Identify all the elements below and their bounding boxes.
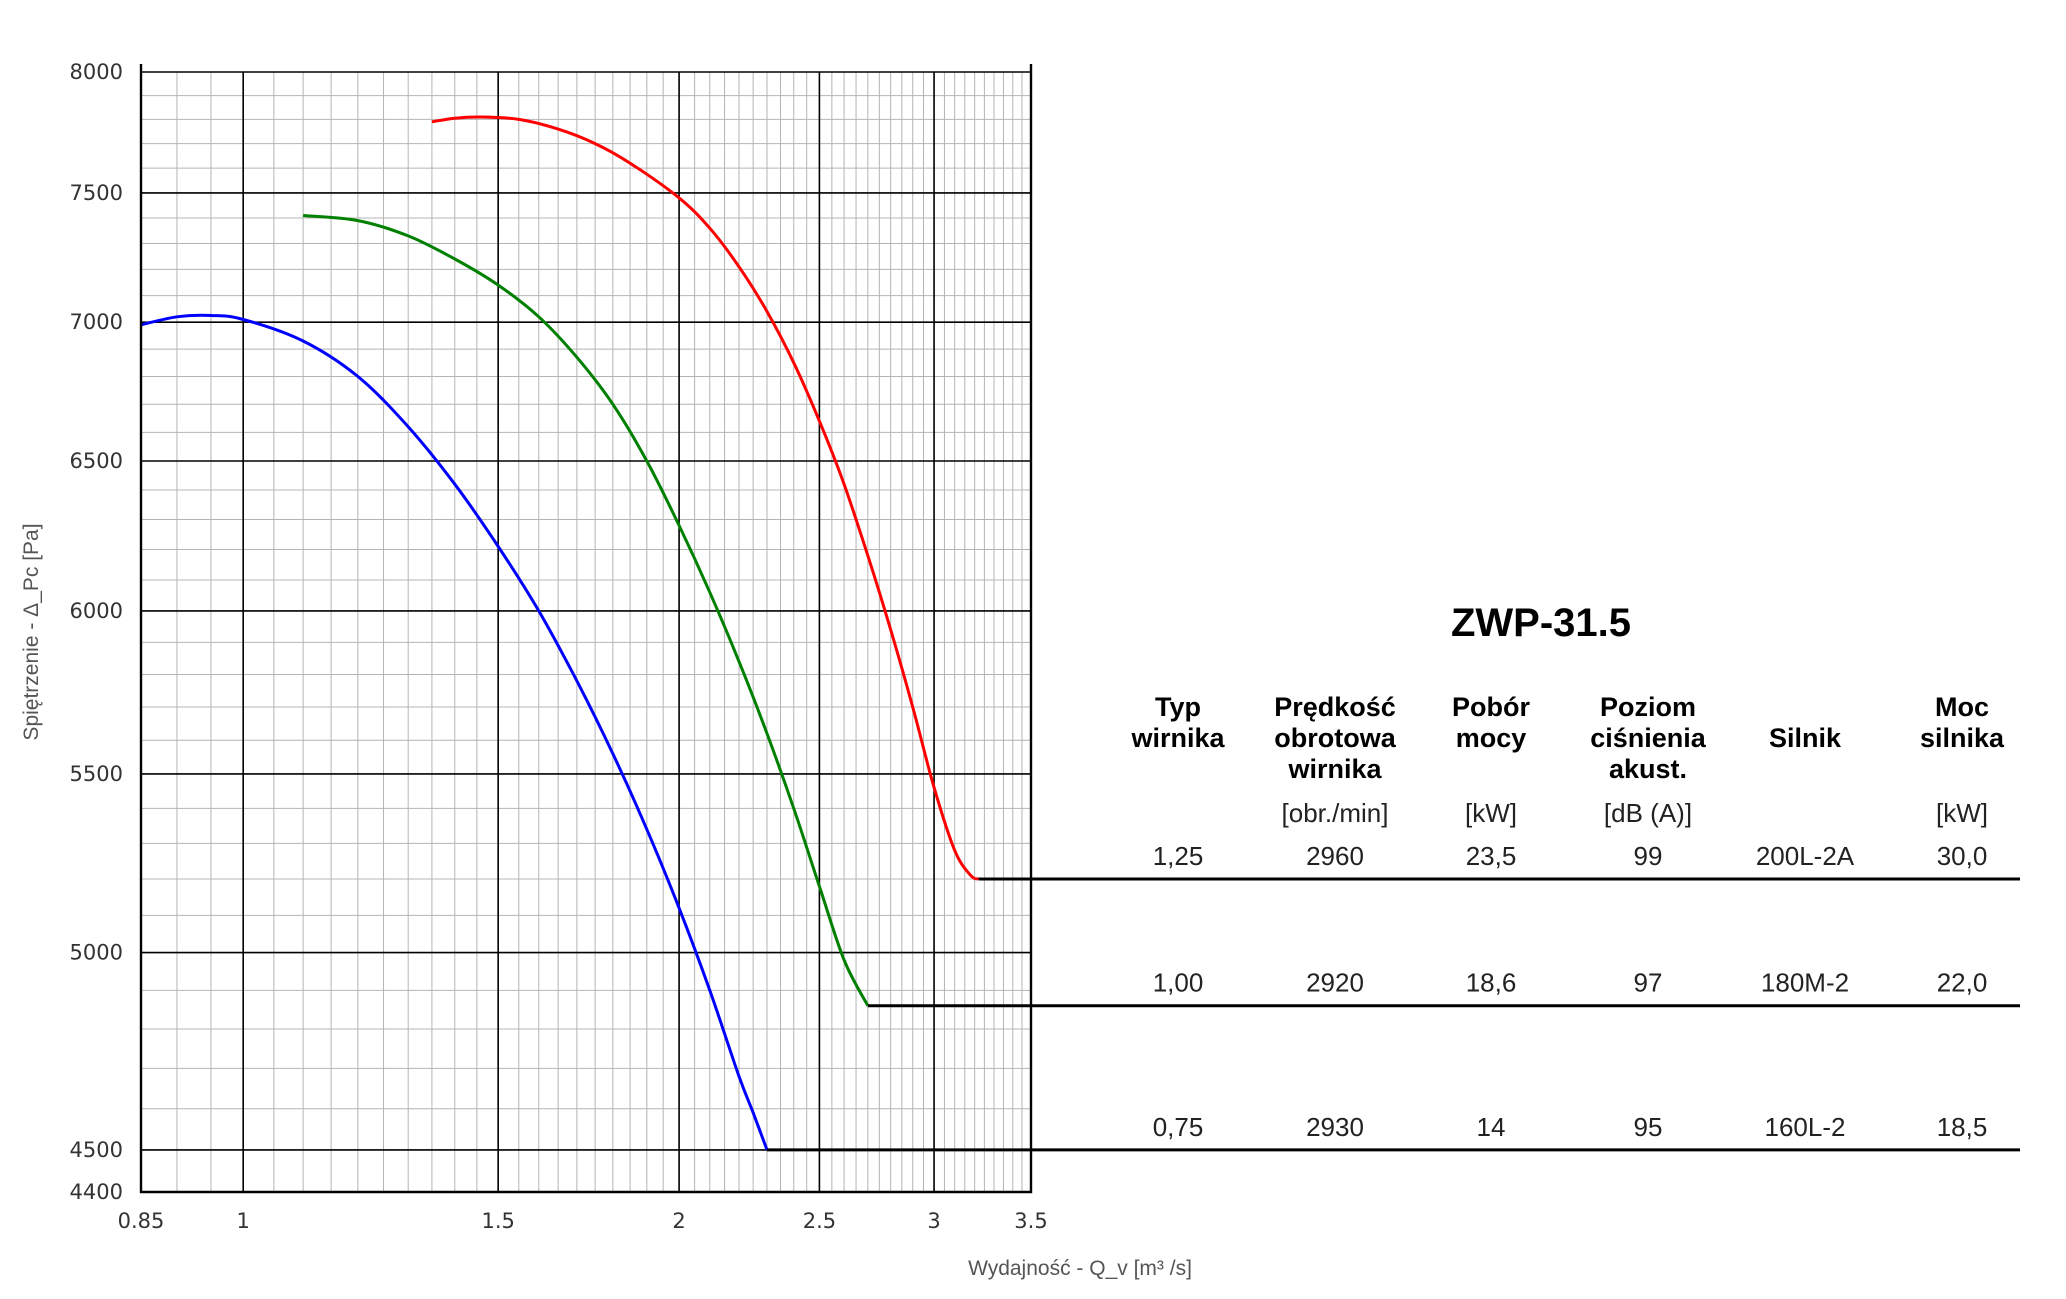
column-unit: [obr./min] xyxy=(1282,798,1389,828)
column-unit: [kW] xyxy=(1465,798,1517,828)
column-header: mocy xyxy=(1456,723,1527,753)
column-header: wirnika xyxy=(1130,723,1225,753)
column-header: akust. xyxy=(1609,754,1687,784)
x-tick-label: 1.5 xyxy=(481,1209,514,1233)
column-unit: [kW] xyxy=(1936,798,1988,828)
series-line-1 xyxy=(302,214,870,1007)
table-cell: 1,00 xyxy=(1153,968,1204,998)
x-tick-label: 2 xyxy=(672,1209,685,1233)
table-cell: 22,0 xyxy=(1937,968,1988,998)
y-tick-labels: 4400 4500 5000 5500 6000 6500 7000 7500 8000 xyxy=(70,60,123,1204)
table-cell: 95 xyxy=(1634,1112,1663,1142)
column-header: ciśnienia xyxy=(1590,723,1707,753)
table-cell: 2960 xyxy=(1306,841,1364,871)
y-tick-label: 8000 xyxy=(70,60,123,84)
table-cell: 2930 xyxy=(1306,1112,1364,1142)
column-header: wirnika xyxy=(1287,754,1382,784)
y-tick-label: 5000 xyxy=(70,941,123,965)
column-header: Silnik xyxy=(1769,723,1842,753)
y-tick-label: 5500 xyxy=(70,762,123,786)
plot-frame xyxy=(139,62,1033,1194)
x-tick-label: 0.85 xyxy=(118,1209,165,1233)
table-cell: 2920 xyxy=(1306,968,1364,998)
y-tick-label: 4500 xyxy=(70,1138,123,1162)
table-cell: 160L-2 xyxy=(1765,1112,1846,1142)
chart-curves xyxy=(140,115,980,1151)
x-tick-label: 3.5 xyxy=(1014,1209,1047,1233)
column-header: Pobór xyxy=(1452,692,1530,722)
table-cell: 18,6 xyxy=(1466,968,1517,998)
x-tick-label: 1 xyxy=(237,1209,250,1233)
model-title: ZWP-31.5 xyxy=(1451,601,1631,645)
column-header: obrotowa xyxy=(1274,723,1396,753)
series-line-2 xyxy=(140,313,769,1151)
column-header: Prędkość xyxy=(1274,692,1396,722)
table-cell: 18,5 xyxy=(1937,1112,1988,1142)
y-axis-title: Spiętrzenie - Δ_Pc [Pa] xyxy=(20,523,43,740)
x-tick-labels: 0.85 1 1.5 2 2.5 3 3.5 xyxy=(118,1209,1048,1233)
column-header: Poziom xyxy=(1600,692,1696,722)
y-tick-label: 6000 xyxy=(70,599,123,623)
y-tick-label: 6500 xyxy=(70,449,123,473)
y-tick-label: 7000 xyxy=(70,310,123,334)
table-cell: 23,5 xyxy=(1466,841,1517,871)
column-unit: [dB (A)] xyxy=(1604,798,1692,828)
spec-table: TypwirnikaPrędkośćobrotowawirnika[obr./m… xyxy=(1130,692,2005,1142)
y-tick-label: 7500 xyxy=(70,181,123,205)
series-line-0 xyxy=(431,115,980,881)
table-cell: 99 xyxy=(1634,841,1663,871)
y-tick-label: 4400 xyxy=(70,1180,123,1204)
table-cell: 180M-2 xyxy=(1761,968,1849,998)
column-header: silnika xyxy=(1920,723,2005,753)
x-axis-title: Wydajność - Q_v [m³ /s] xyxy=(968,1257,1192,1280)
chart-grid xyxy=(140,71,1032,1193)
table-cell: 200L-2A xyxy=(1756,841,1855,871)
x-tick-label: 2.5 xyxy=(803,1209,836,1233)
table-cell: 97 xyxy=(1634,968,1663,998)
x-tick-label: 3 xyxy=(927,1209,940,1233)
column-header: Moc xyxy=(1935,692,1989,722)
table-cell: 30,0 xyxy=(1937,841,1988,871)
table-cell: 1,25 xyxy=(1153,841,1204,871)
leader-lines xyxy=(766,877,2020,1152)
column-header: Typ xyxy=(1155,692,1201,722)
table-cell: 14 xyxy=(1477,1112,1506,1142)
table-cell: 0,75 xyxy=(1153,1112,1204,1142)
